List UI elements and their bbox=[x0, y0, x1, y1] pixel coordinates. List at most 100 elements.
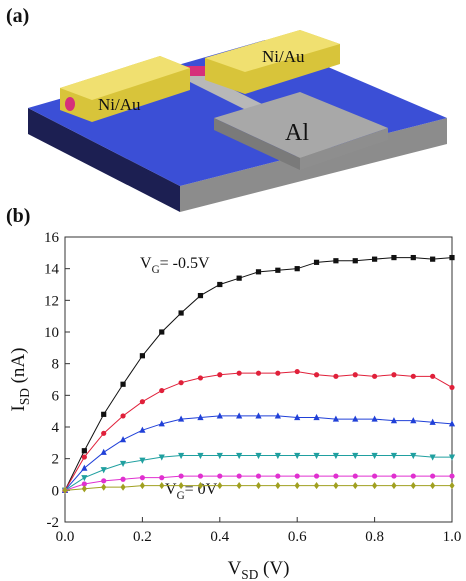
marker bbox=[372, 257, 377, 262]
marker bbox=[159, 482, 164, 489]
marker bbox=[82, 454, 87, 459]
marker bbox=[449, 255, 454, 260]
marker bbox=[275, 473, 280, 478]
marker bbox=[82, 485, 87, 492]
marker bbox=[372, 473, 377, 478]
marker bbox=[333, 374, 338, 379]
device-illustration bbox=[28, 30, 447, 212]
marker bbox=[81, 465, 87, 471]
marker bbox=[256, 371, 261, 376]
marker bbox=[353, 372, 358, 377]
y-tick-label: 6 bbox=[52, 388, 60, 404]
y-axis-label: ISD (nA) bbox=[8, 348, 32, 412]
marker bbox=[295, 482, 300, 489]
marker bbox=[449, 473, 454, 478]
marker bbox=[333, 482, 338, 489]
figure: (a) Ni/Au Ni/Au Al (b) -202468101214160.… bbox=[0, 0, 466, 581]
marker bbox=[314, 372, 319, 377]
marker bbox=[179, 482, 184, 489]
marker bbox=[275, 268, 280, 273]
marker bbox=[314, 260, 319, 265]
marker bbox=[101, 412, 106, 417]
marker bbox=[411, 255, 416, 260]
x-axis-label-rest: (V) bbox=[258, 558, 289, 579]
panel-label: (b) bbox=[6, 205, 30, 227]
marker bbox=[179, 310, 184, 315]
marker bbox=[430, 473, 435, 478]
marker bbox=[237, 276, 242, 281]
marker bbox=[353, 473, 358, 478]
x-axis-label: VSD (V) bbox=[228, 558, 290, 581]
y-axis-label-sub: SD bbox=[17, 388, 32, 405]
marker bbox=[314, 473, 319, 478]
marker bbox=[159, 388, 164, 393]
annotation: VG= -0.5V bbox=[140, 255, 210, 276]
marker bbox=[237, 482, 242, 489]
marker bbox=[275, 371, 280, 376]
annotation-sub: G bbox=[177, 490, 185, 502]
marker bbox=[256, 482, 261, 489]
marker bbox=[159, 475, 164, 480]
series-line bbox=[65, 372, 452, 491]
marker bbox=[198, 293, 203, 298]
y-tick-label: 14 bbox=[44, 262, 60, 278]
marker bbox=[430, 257, 435, 262]
marker bbox=[372, 482, 377, 489]
device-label: Al bbox=[285, 120, 309, 146]
marker bbox=[449, 385, 454, 390]
marker bbox=[140, 475, 145, 480]
y-tick-label: 16 bbox=[44, 230, 60, 246]
marker bbox=[101, 484, 106, 491]
marker bbox=[101, 478, 106, 483]
marker bbox=[333, 473, 338, 478]
marker bbox=[353, 258, 358, 263]
x-tick-label: 0.2 bbox=[133, 529, 152, 545]
marker bbox=[140, 482, 145, 489]
marker bbox=[101, 449, 107, 455]
annotation-main: V bbox=[165, 481, 177, 498]
marker bbox=[140, 399, 145, 404]
marker bbox=[411, 374, 416, 379]
y-axis-label-rest: (nA) bbox=[8, 348, 29, 389]
marker bbox=[391, 473, 396, 478]
y-tick-label: 8 bbox=[52, 357, 60, 373]
annotation-sub: G bbox=[152, 264, 160, 276]
marker bbox=[449, 482, 454, 489]
marker bbox=[81, 475, 87, 481]
marker bbox=[120, 477, 125, 482]
marker bbox=[391, 482, 396, 489]
y-tick-label: 2 bbox=[52, 452, 60, 468]
x-tick-label: 0.4 bbox=[210, 529, 229, 545]
device-label: Ni/Au bbox=[262, 47, 305, 66]
marker bbox=[372, 374, 377, 379]
marker bbox=[372, 415, 378, 421]
marker bbox=[159, 329, 164, 334]
marker bbox=[198, 473, 203, 478]
annotation-main: V bbox=[140, 255, 152, 272]
x-tick-label: 0.6 bbox=[288, 529, 307, 545]
marker bbox=[411, 482, 416, 489]
x-tick-label: 1.0 bbox=[443, 529, 462, 545]
marker bbox=[256, 473, 261, 478]
marker bbox=[391, 255, 396, 260]
marker bbox=[217, 473, 222, 478]
marker bbox=[179, 380, 184, 385]
marker bbox=[353, 482, 358, 489]
marker bbox=[217, 482, 222, 489]
marker bbox=[256, 269, 261, 274]
annotation-rest: = -0.5V bbox=[160, 255, 210, 272]
marker bbox=[140, 353, 145, 358]
marker bbox=[120, 382, 125, 387]
marker bbox=[237, 371, 242, 376]
x-axis-label-sub: SD bbox=[241, 567, 258, 581]
marker bbox=[217, 372, 222, 377]
y-tick-label: 0 bbox=[52, 483, 60, 499]
marker bbox=[217, 282, 222, 287]
x-axis-label-main: V bbox=[228, 558, 242, 579]
x-tick-label: 0.0 bbox=[56, 529, 75, 545]
marker bbox=[295, 369, 300, 374]
x-tick-label: 0.8 bbox=[365, 529, 384, 545]
marker bbox=[411, 473, 416, 478]
marker bbox=[391, 372, 396, 377]
y-tick-label: 12 bbox=[44, 293, 59, 309]
